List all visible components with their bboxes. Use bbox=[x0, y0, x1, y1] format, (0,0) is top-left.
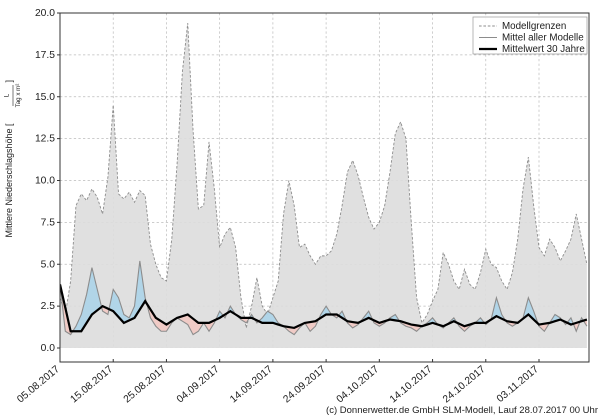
svg-text:10.0: 10.0 bbox=[35, 176, 55, 187]
svg-text:17.5: 17.5 bbox=[35, 50, 55, 61]
svg-text:Tag x m²: Tag x m² bbox=[15, 84, 22, 108]
svg-text:L: L bbox=[3, 93, 10, 97]
svg-text:Mittelwert 30 Jahre: Mittelwert 30 Jahre bbox=[502, 44, 585, 55]
svg-text:Modellgrenzen: Modellgrenzen bbox=[502, 21, 566, 32]
svg-text:20.0: 20.0 bbox=[35, 8, 55, 19]
svg-text:0.0: 0.0 bbox=[41, 343, 56, 354]
svg-text:7.5: 7.5 bbox=[41, 217, 56, 228]
svg-text:Mittlere Niederschlagshöhe [: Mittlere Niederschlagshöhe [ bbox=[4, 123, 14, 238]
svg-text:]: ] bbox=[4, 80, 14, 83]
svg-text:2.5: 2.5 bbox=[41, 301, 56, 312]
svg-text:5.0: 5.0 bbox=[41, 259, 56, 270]
svg-text:15.0: 15.0 bbox=[35, 92, 55, 103]
svg-text:(c) Donnerwetter.de GmbH SLM-M: (c) Donnerwetter.de GmbH SLM-Modell, Lau… bbox=[326, 405, 598, 416]
svg-text:12.5: 12.5 bbox=[35, 134, 55, 145]
svg-text:Mittel aller Modelle: Mittel aller Modelle bbox=[502, 33, 584, 44]
